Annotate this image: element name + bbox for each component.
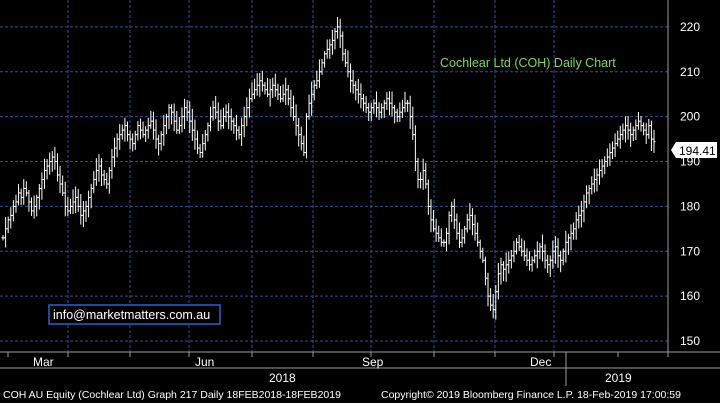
y-tick-label: 210 — [680, 65, 700, 79]
last-price-label: 194.41 — [671, 142, 717, 158]
year-label: 2019 — [605, 371, 632, 385]
y-tick-label: 200 — [680, 110, 700, 124]
ohlc-bar — [652, 129, 656, 153]
email-link[interactable]: info@marketmatters.com.au — [53, 308, 210, 322]
footer-left-text: COH AU Equity (Cochlear Ltd) Graph 217 D… — [3, 389, 341, 401]
footer-bar — [0, 386, 720, 403]
x-tick-label: Dec — [530, 355, 551, 369]
x-tick-label: Jun — [195, 355, 214, 369]
y-axis-ticks: 150 160 170 180 190 200 210 220 — [680, 20, 700, 348]
email-box[interactable]: info@marketmatters.com.au — [48, 304, 221, 325]
chart-title: Cochlear Ltd (COH) Daily Chart — [440, 56, 616, 70]
x-tick-label: Mar — [33, 355, 54, 369]
x-tick-label: Sep — [362, 355, 384, 369]
y-tick-label: 220 — [680, 20, 700, 34]
y-tick-label: 190 — [680, 155, 700, 169]
last-price-marker — [671, 142, 717, 158]
y-tick-label: 180 — [680, 199, 700, 213]
year-label: 2018 — [269, 371, 296, 385]
grid-lines — [0, 0, 669, 352]
ohlc-bars — [1, 17, 656, 320]
x-axis: Mar Jun Sep Dec 2018 2019 — [0, 351, 720, 386]
y-tick-label: 150 — [680, 334, 700, 348]
last-price-text: 194.41 — [679, 144, 716, 158]
footer-right-text: Copyright© 2019 Bloomberg Finance L.P. 1… — [381, 389, 681, 401]
y-tick-label: 170 — [680, 244, 700, 258]
y-tick-label: 160 — [680, 289, 700, 303]
email-border — [48, 304, 221, 325]
